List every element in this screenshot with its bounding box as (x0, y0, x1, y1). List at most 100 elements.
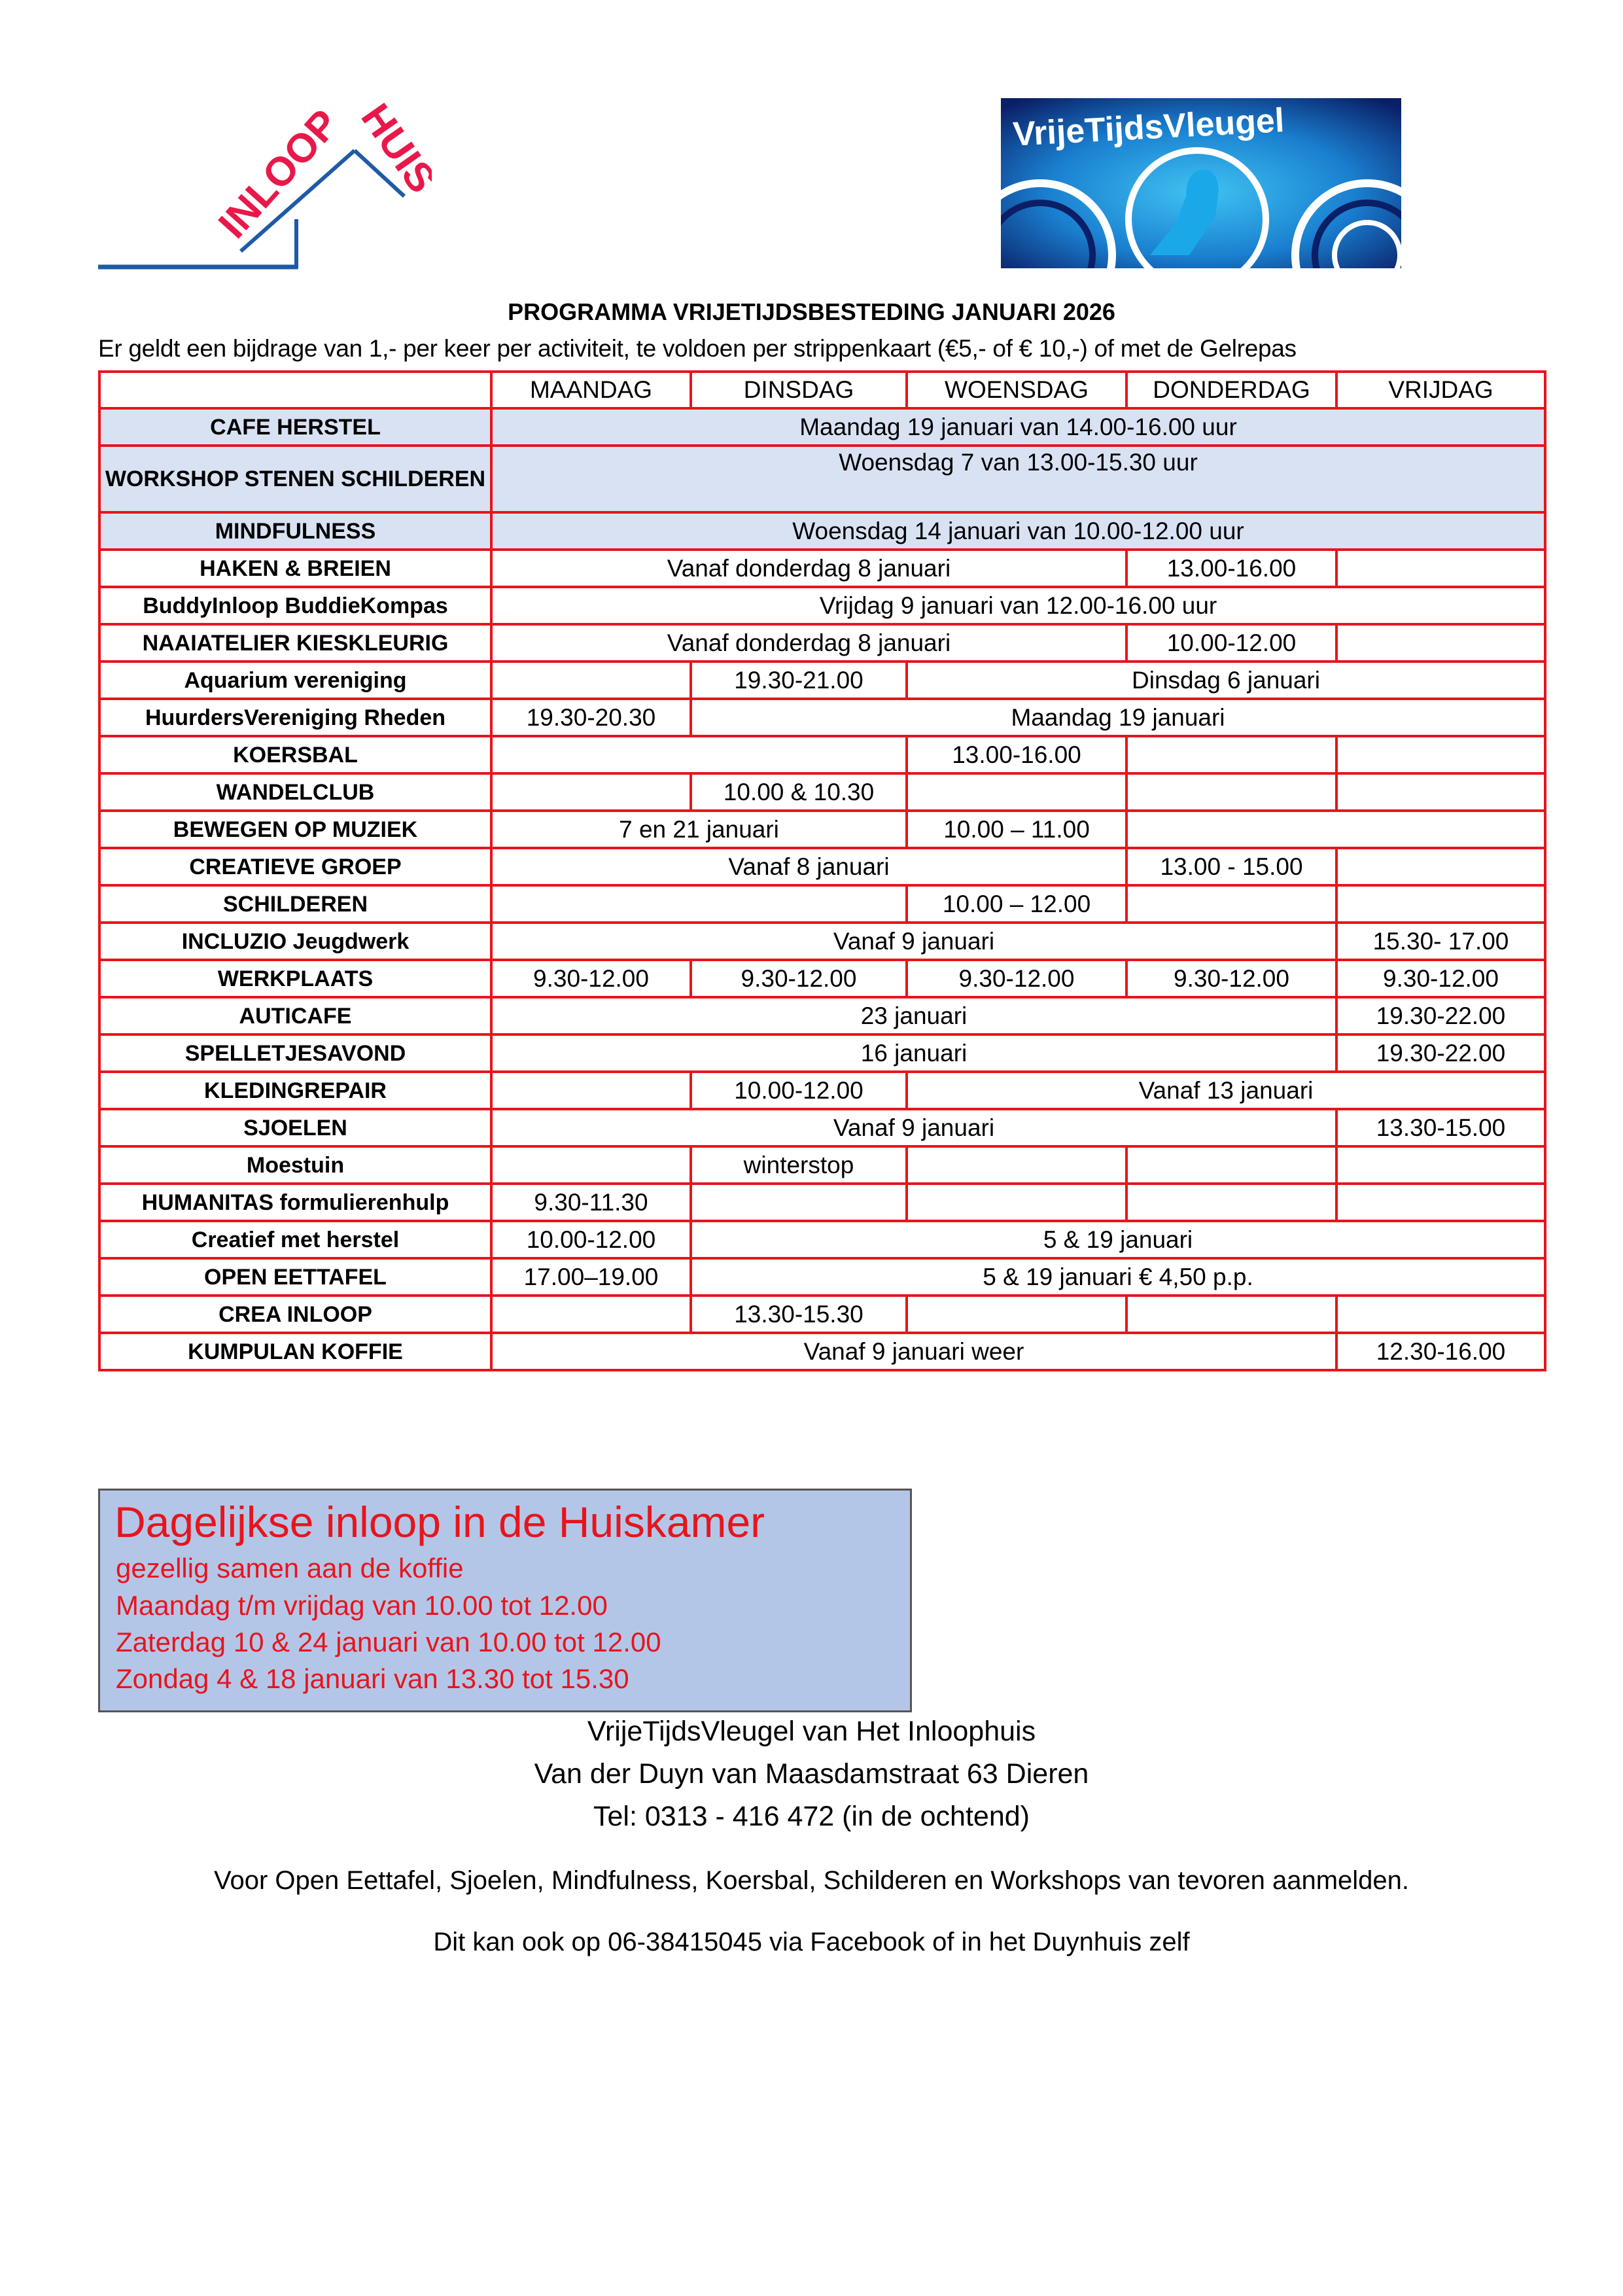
schedule-cell: 10.00 – 12.00 (905, 884, 1128, 924)
activity-label: NAAIATELIER KIESKLEURIG (98, 623, 493, 663)
schedule-cell: Woensdag 14 januari van 10.00-12.00 uur (490, 511, 1546, 551)
table-row: Moestuin winterstop (98, 1145, 1546, 1185)
schedule-cell: Maandag 19 januari (689, 698, 1546, 737)
schedule-cell: Maandag 19 januari van 14.00-16.00 uur (490, 407, 1546, 447)
schedule-cell (689, 1182, 908, 1222)
table-row: OPEN EETTAFEL 17.00–19.00 5 & 19 januari €… (98, 1257, 1546, 1297)
activity-label: CREATIEVE GROEP (98, 847, 493, 887)
schedule-cell: 19.30-20.30 (490, 698, 692, 737)
schedule-cell (1335, 884, 1546, 924)
footer-org: VrijeTijdsVleugel van Het Inloophuis (587, 1716, 1036, 1747)
schedule-cell: 13.00-16.00 (905, 735, 1128, 775)
activity-label: KLEDINGREPAIR (98, 1070, 493, 1110)
table-row: Aquarium vereniging 19.30-21.00 Dinsdag 6 … (98, 660, 1546, 700)
header-day-donderdag: DONDERDAG (1125, 370, 1338, 410)
activity-label: Creatief met herstel (98, 1220, 493, 1260)
activity-label: CAFE HERSTEL (98, 407, 493, 447)
schedule-cell (905, 772, 1128, 812)
table-row: WANDELCLUB 10.00 & 10.30 (98, 772, 1546, 812)
table-row: SCHILDEREN 10.00 – 12.00 (98, 884, 1546, 924)
schedule-cell (490, 660, 692, 700)
daily-walk-in-box: Dagelijkse inloop in de Huiskamer gezell… (98, 1489, 912, 1712)
footer-address: Van der Duyn van Maasdamstraat 63 Dieren (534, 1758, 1089, 1790)
activity-label: WANDELCLUB (98, 772, 493, 812)
schedule-cell (490, 735, 908, 775)
daily-box-line: Maandag t/m vrijdag van 10.00 tot 12.00 (116, 1590, 608, 1621)
schedule-cell (1335, 548, 1546, 588)
activity-label: OPEN EETTAFEL (98, 1257, 493, 1297)
schedule-cell: 9.30-12.00 (490, 959, 692, 998)
table-row: KLEDINGREPAIR 10.00-12.00 Vanaf 13 januari (98, 1070, 1546, 1110)
schedule-cell: 12.30-16.00 (1335, 1332, 1546, 1371)
table-row: CAFE HERSTEL Maandag 19 januari van 14.00… (98, 407, 1546, 447)
table-row: NAAIATELIER KIESKLEURIG Vanaf donderdag 8… (98, 623, 1546, 663)
schedule-cell (1125, 1294, 1338, 1334)
footer-contact-note: Dit kan ook op 06-38415045 via Facebook … (433, 1928, 1190, 1956)
schedule-cell (1335, 1294, 1546, 1334)
schedule-cell: 23 januari (490, 996, 1338, 1036)
table-header-row: MAANDAG DINSDAG WOENSDAG DONDERDAG VRIJDAG (98, 370, 1546, 410)
header-day-maandag: MAANDAG (490, 370, 692, 410)
vrijetijdsvleugel-logo: VrijeTijdsVleugel (1001, 98, 1401, 268)
schedule-cell: 10.00-12.00 (689, 1070, 908, 1110)
contribution-note: Er geldt een bijdrage van 1,- per keer p… (98, 335, 1297, 362)
schedule-cell: 10.00 – 11.00 (905, 809, 1128, 849)
schedule-cell: 9.30-12.00 (1125, 959, 1338, 998)
schedule-cell (1335, 735, 1546, 775)
schedule-cell: Vanaf 13 januari (905, 1070, 1546, 1110)
activity-label: MINDFULNESS (98, 511, 493, 551)
schedule-cell: 9.30-12.00 (1335, 959, 1546, 998)
table-row: HuurdersVereniging Rheden 19.30-20.30 Maan… (98, 698, 1546, 737)
inloophuis-logo: INLOOP HUIS (98, 98, 432, 270)
schedule-cell (1125, 1145, 1338, 1185)
table-row: WERKPLAATS 9.30-12.00 9.30-12.00 9.30-12.00… (98, 959, 1546, 998)
schedule-cell: Vrijdag 9 januari van 12.00-16.00 uur (490, 586, 1546, 626)
table-row: KOERSBAL 13.00-16.00 (98, 735, 1546, 775)
schedule-cell (1335, 772, 1546, 812)
daily-box-heading: Dagelijkse inloop in de Huiskamer (114, 1498, 765, 1546)
schedule-cell (905, 1182, 1128, 1222)
table-row: BEWEGEN OP MUZIEK 7 en 21 januari 10.00 – … (98, 809, 1546, 849)
schedule-cell (490, 1145, 692, 1185)
schedule-cell (905, 1145, 1128, 1185)
activity-label: HuurdersVereniging Rheden (98, 698, 493, 737)
schedule-cell: Woensdag 7 van 13.00-15.30 uur (490, 444, 1546, 514)
activity-label: Aquarium vereniging (98, 660, 493, 700)
schedule-cell: Vanaf 9 januari (490, 921, 1338, 961)
activity-label: WORKSHOP STENEN SCHILDEREN (98, 444, 493, 514)
schedule-cell: winterstop (689, 1145, 908, 1185)
activity-label: HUMANITAS formulierenhulp (98, 1182, 493, 1222)
schedule-cell: 13.00-16.00 (1125, 548, 1338, 588)
activity-label: BEWEGEN OP MUZIEK (98, 809, 493, 849)
schedule-cell: 17.00–19.00 (490, 1257, 692, 1297)
header-day-vrijdag: VRIJDAG (1335, 370, 1546, 410)
activity-label: HAKEN & BREIEN (98, 548, 493, 588)
schedule-cell: 5 & 19 januari (689, 1220, 1546, 1260)
schedule-cell (1335, 847, 1546, 887)
schedule-cell: Vanaf 9 januari weer (490, 1332, 1338, 1371)
table-row: KUMPULAN KOFFIE Vanaf 9 januari weer 12.30… (98, 1332, 1546, 1371)
table-row: MINDFULNESS Woensdag 14 januari van 10.00… (98, 511, 1546, 551)
schedule-cell (1335, 623, 1546, 663)
schedule-cell: Vanaf donderdag 8 januari (490, 548, 1128, 588)
activity-label: AUTICAFE (98, 996, 493, 1036)
schedule-cell: 10.00 & 10.30 (689, 772, 908, 812)
header-empty-cell (98, 370, 493, 410)
schedule-table: MAANDAG DINSDAG WOENSDAG DONDERDAG VRIJDAG CA… (98, 370, 1546, 1371)
schedule-cell: 5 & 19 januari € 4,50 p.p. (689, 1257, 1546, 1297)
table-row: SPELLETJESAVOND 16 januari 19.30-22.00 (98, 1033, 1546, 1073)
schedule-cell (1335, 1182, 1546, 1222)
footer-registration-note: Voor Open Eettafel, Sjoelen, Mindfulness… (213, 1866, 1409, 1895)
activity-label: CREA INLOOP (98, 1294, 493, 1334)
schedule-cell: 19.30-21.00 (689, 660, 908, 700)
schedule-cell (490, 884, 908, 924)
schedule-cell: Dinsdag 6 januari (905, 660, 1546, 700)
page-title: PROGRAMMA VRIJETIJDSBESTEDING JANUARI 20… (508, 298, 1115, 325)
activity-label: INCLUZIO Jeugdwerk (98, 921, 493, 961)
table-row: SJOELEN Vanaf 9 januari 13.30-15.00 (98, 1108, 1546, 1148)
schedule-cell (490, 1070, 692, 1110)
header-day-dinsdag: DINSDAG (689, 370, 908, 410)
schedule-cell (490, 1294, 692, 1334)
schedule-cell: 19.30-22.00 (1335, 1033, 1546, 1073)
activity-label: KUMPULAN KOFFIE (98, 1332, 493, 1371)
